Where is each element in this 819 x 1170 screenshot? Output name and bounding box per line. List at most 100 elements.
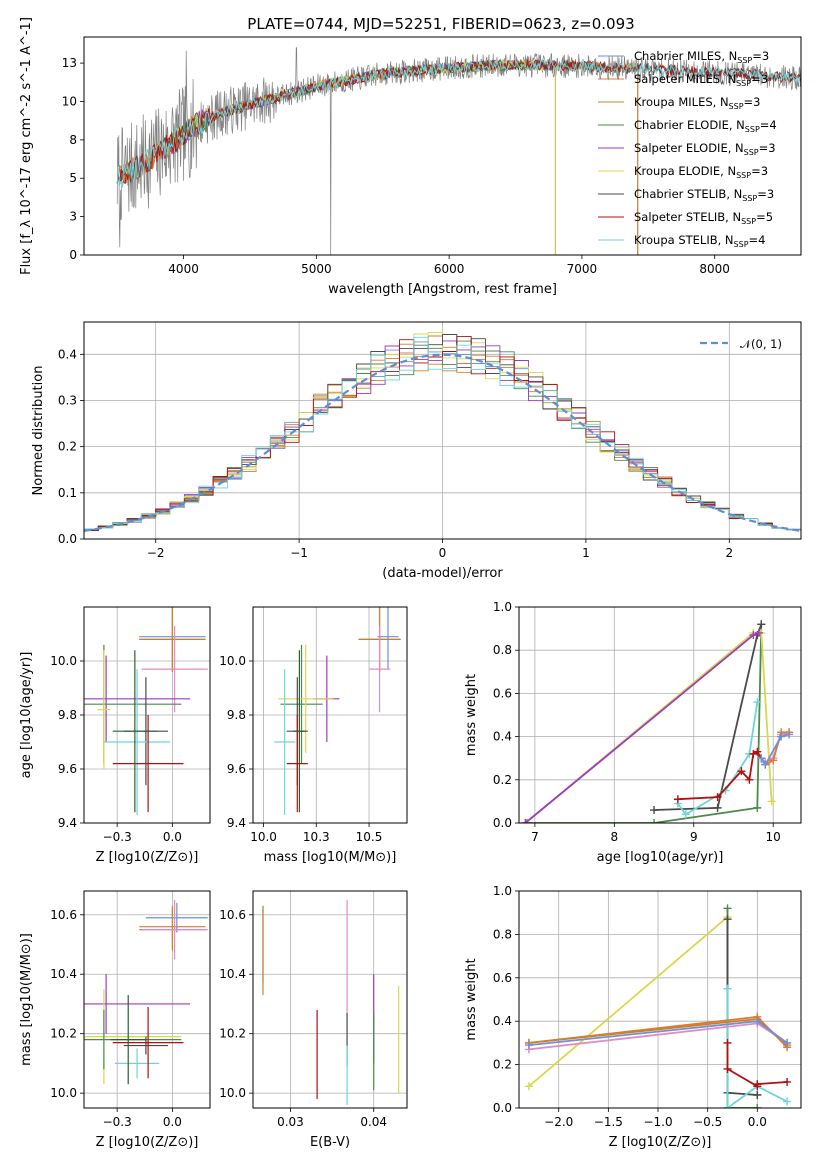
mass-weight-line	[524, 632, 760, 823]
x-tick-label: 0.0	[748, 1115, 767, 1129]
mass-weight-marker	[524, 1041, 533, 1050]
errorbar-panel-6: 0.03 0.04 10.0 10.2 10.4 10.6 E(B-V)	[219, 890, 408, 1150]
y-axis-label: age [log10(age/yr)]	[19, 652, 34, 779]
x-axis-label: E(B-V)	[310, 1135, 350, 1150]
data-point	[112, 715, 184, 813]
axes-frame	[252, 606, 408, 824]
data-point	[274, 669, 296, 815]
mass-weight-marker	[723, 1104, 732, 1108]
figure-title: PLATE=0744, MJD=52251, FIBERID=0623, z=0…	[247, 15, 634, 33]
data-point	[278, 644, 334, 753]
y-axis-label: mass weight	[464, 674, 479, 756]
mass-weight-marker	[723, 984, 732, 993]
y-tick-label: 0.8	[493, 643, 512, 657]
y-tick-label: 10.2	[219, 1027, 246, 1041]
model-spectrum-line	[116, 59, 801, 255]
normal-reference-curve	[84, 353, 801, 532]
y-tick-label: 0.0	[493, 1101, 512, 1115]
errorbar-panel-3: 10.0 10.3 10.5 9.4 9.6 9.8 10.0 mass [log10(M/M…	[219, 606, 408, 865]
x-tick-label: 0.0	[163, 1115, 182, 1129]
x-axis-label: wavelength [Angstrom, rest frame]	[328, 282, 557, 297]
axes-frame	[83, 890, 211, 1109]
model-spectrum-line	[169, 57, 556, 255]
mass-weight-panel-7: −2.0 −1.5 −1.0 −0.5 0.0 0.0 0.2 0.4 0.6 0.8 1.0 Z […	[464, 884, 802, 1150]
y-tick-label: 10.0	[50, 654, 77, 668]
histogram-plot-area	[84, 331, 801, 533]
y-tick-label: 10.2	[50, 1027, 77, 1041]
y-tick-label: 10.0	[219, 654, 246, 668]
mass-weight-marker	[753, 1090, 762, 1099]
data-point	[286, 715, 308, 813]
data-point	[293, 650, 306, 813]
axes-frame	[83, 606, 211, 824]
mass-weight-marker	[753, 1017, 762, 1026]
y-tick-label: 10.6	[219, 908, 246, 922]
x-tick-label: 0.04	[360, 1115, 387, 1129]
y-tick-label: 9.4	[227, 816, 246, 830]
model-spectrum-line	[169, 58, 556, 255]
spectrum-panel: 4000 5000 6000 7000 8000 0 3 5 8 10 13 wavelength […	[19, 17, 802, 297]
mass-weight-plot-area	[524, 904, 792, 1108]
data-point	[141, 625, 208, 713]
errorbar-plot-area	[274, 607, 401, 815]
x-tick-label: 1	[582, 546, 590, 560]
mass-weight-marker	[650, 819, 659, 823]
x-tick-label: 5000	[301, 262, 332, 276]
mass-weight-marker	[783, 1077, 792, 1086]
mass-weight-line	[528, 915, 758, 1108]
y-tick-label: 0.8	[493, 927, 512, 941]
x-tick-label: 10.3	[303, 830, 330, 844]
axes-frame	[518, 890, 802, 1109]
y-tick-label: 0.4	[493, 1014, 512, 1028]
y-tick-label: 8	[69, 133, 77, 147]
x-axis-label: Z [log10(Z/Z⊙)]	[96, 850, 199, 865]
x-tick-label: 10.0	[250, 830, 277, 844]
x-tick-label: 7	[531, 830, 539, 844]
errorbar-plot-area	[262, 899, 400, 1106]
mass-weight-marker	[521, 819, 530, 823]
axes-frame	[83, 36, 802, 256]
y-tick-label: 0.2	[493, 1058, 512, 1072]
data-point	[84, 1009, 182, 1070]
data-point	[377, 607, 399, 670]
x-tick-label: 0.03	[277, 1115, 304, 1129]
mass-weight-marker	[753, 1080, 762, 1089]
legend-entry: 𝒩(0, 1)	[740, 337, 782, 351]
legend-entry: Chabrier ELODIE, NSSP=4	[634, 118, 777, 134]
mass-weight-line	[726, 919, 758, 1096]
errorbar-panel-2: −0.3 0.0 9.4 9.6 9.8 10.0 Z [log10(Z/Z⊙)] age […	[19, 606, 211, 865]
x-tick-label: 8000	[699, 262, 730, 276]
x-axis-label: mass [log10(M/M⊙)]	[264, 850, 397, 865]
model-spectrum-line	[116, 58, 639, 255]
legend-entry: Kroupa ELODIE, NSSP=3	[634, 164, 768, 180]
y-tick-label: 0	[69, 248, 77, 262]
mass-weight-marker	[753, 698, 762, 707]
data-point	[114, 1048, 160, 1079]
mass-weight-marker	[754, 628, 763, 637]
y-axis-label: mass weight	[464, 958, 479, 1040]
errorbar-plot-area	[84, 899, 208, 1085]
x-axis-label: Z [log10(Z/Z⊙)]	[609, 1135, 712, 1150]
y-tick-label: 13	[62, 56, 77, 70]
histogram-step-line	[84, 336, 801, 533]
mass-weight-marker	[713, 793, 722, 802]
y-tick-label: 0.6	[493, 686, 512, 700]
mass-weight-plot-area	[521, 620, 794, 823]
mass-weight-marker	[749, 631, 758, 640]
y-tick-label: 10.0	[219, 1086, 246, 1100]
data-point	[280, 644, 323, 764]
mass-weight-marker	[745, 775, 754, 784]
x-tick-label: 0.0	[163, 830, 182, 844]
mass-weight-line	[653, 623, 763, 811]
data-point	[97, 650, 111, 769]
legend-entry: Salpeter ELODIE, NSSP=3	[634, 141, 776, 157]
mass-weight-marker	[753, 747, 762, 756]
mass-weight-marker	[761, 760, 770, 769]
axes-frame	[518, 606, 802, 824]
mass-weight-marker	[767, 797, 776, 806]
y-tick-label: 3	[69, 210, 77, 224]
y-tick-label: 10.0	[50, 1086, 77, 1100]
data-point	[145, 902, 208, 933]
x-tick-label: 8	[611, 830, 619, 844]
